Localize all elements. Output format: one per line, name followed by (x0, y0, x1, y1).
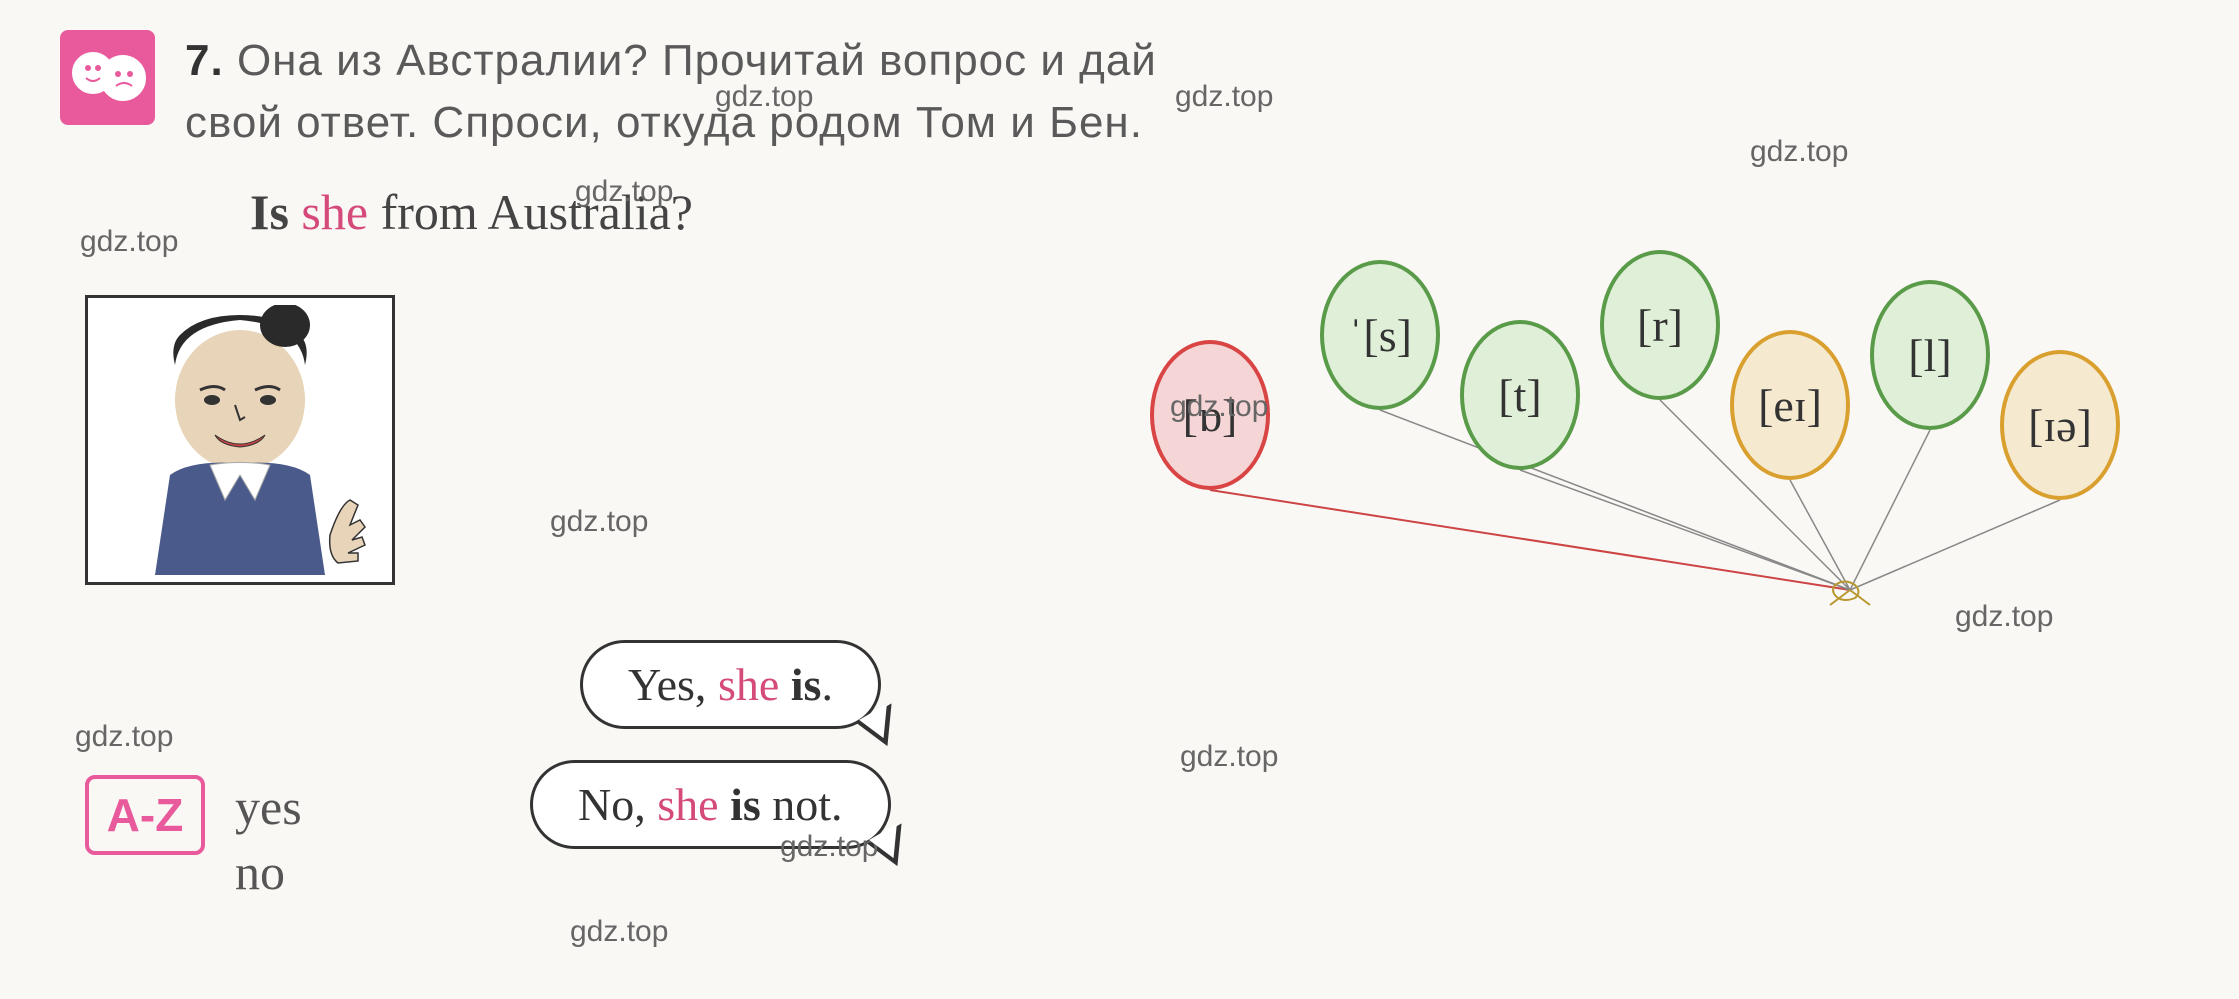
instruction-line-2: свой ответ. Спроси, откуда родом Том и Б… (185, 98, 1143, 147)
task-number: 7. (185, 36, 224, 85)
yes-verb: is (779, 659, 821, 710)
answer-yes-bubble: Yes, she is. (580, 640, 881, 729)
watermark: gdz.top (570, 915, 668, 949)
phonetic-balloon: [r] (1600, 250, 1720, 400)
phonetic-balloon: [l] (1870, 280, 1990, 430)
girl-illustration (85, 295, 395, 585)
question-pronoun: she (301, 184, 368, 240)
watermark: gdz.top (1175, 80, 1273, 114)
phonetic-balloon: [ɪə] (2000, 350, 2120, 500)
question-prefix: Is (250, 184, 301, 240)
az-label: A-Z (107, 788, 184, 842)
watermark: gdz.top (1170, 390, 1268, 424)
az-box: A-Z (85, 775, 205, 855)
yes-suffix: . (821, 659, 833, 710)
vocab-yes: yes (235, 775, 302, 840)
watermark: gdz.top (780, 830, 878, 864)
phonetic-balloon: [t] (1460, 320, 1580, 470)
no-rest: not. (761, 779, 843, 830)
yes-prefix: Yes, (628, 659, 718, 710)
instruction-line-1: Она из Австралии? Прочитай вопрос и дай (237, 36, 1157, 85)
watermark: gdz.top (1750, 135, 1848, 169)
header-row: 7. Она из Австралии? Прочитай вопрос и д… (60, 30, 2179, 153)
watermark: gdz.top (1955, 600, 2053, 634)
yes-pronoun: she (718, 659, 779, 710)
vocab-words: yes no (235, 775, 302, 905)
watermark: gdz.top (715, 80, 813, 114)
question-text: Is she from Australia? (250, 183, 2179, 241)
phonetic-balloon: [eɪ] (1730, 330, 1850, 480)
watermark: gdz.top (550, 505, 648, 539)
no-verb: is (719, 779, 761, 830)
instruction-text: 7. Она из Австралии? Прочитай вопрос и д… (185, 30, 1157, 153)
no-pronoun: she (657, 779, 718, 830)
watermark: gdz.top (1180, 740, 1278, 774)
watermark: gdz.top (75, 720, 173, 754)
faces-icon (60, 30, 155, 125)
no-prefix: No, (578, 779, 657, 830)
phonetic-balloon: ˈ[s] (1320, 260, 1440, 410)
watermark: gdz.top (575, 175, 673, 209)
watermark: gdz.top (80, 225, 178, 259)
vocab-no: no (235, 840, 302, 905)
